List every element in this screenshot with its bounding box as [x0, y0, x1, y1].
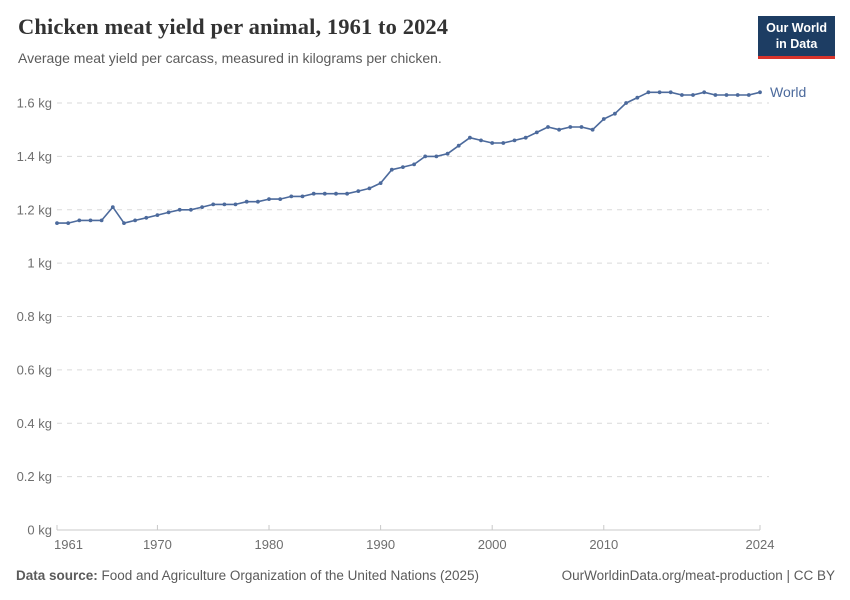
data-point [702, 90, 707, 95]
owid-logo-line1: Our World [766, 21, 827, 35]
data-point [568, 125, 573, 129]
x-tick-label: 1990 [366, 537, 395, 552]
x-tick-label: 1961 [54, 537, 83, 552]
data-point [668, 90, 673, 95]
data-point [345, 191, 349, 196]
data-point [233, 202, 238, 207]
data-point [267, 197, 271, 202]
data-point [189, 207, 193, 212]
data-point [367, 186, 372, 191]
owid-logo-line2: in Data [775, 37, 818, 52]
x-tick-label: 1980 [255, 537, 284, 552]
data-point [534, 130, 539, 135]
data-point [434, 154, 439, 159]
data-point [713, 93, 718, 97]
data-point [300, 194, 305, 199]
data-point [311, 191, 316, 196]
data-point [278, 197, 283, 202]
data-point [110, 205, 115, 210]
owid-logo[interactable]: Our World in Data [758, 16, 835, 59]
y-tick-label: 1.4 kg [17, 149, 52, 164]
data-point [445, 151, 450, 156]
y-tick-label: 0.2 kg [17, 469, 52, 484]
x-tick-label: 2024 [746, 537, 775, 552]
footer-link[interactable]: OurWorldinData.org/meat-production | CC … [561, 568, 835, 583]
y-tick-label: 0.8 kg [17, 309, 52, 324]
data-point [613, 111, 617, 116]
data-point [77, 218, 82, 223]
data-point [468, 135, 472, 140]
data-point [99, 218, 104, 223]
chart-subtitle: Average meat yield per carcass, measured… [18, 50, 442, 66]
data-point [546, 125, 550, 129]
data-point [401, 165, 405, 170]
data-point [423, 154, 428, 159]
data-point [758, 90, 762, 95]
y-tick-label: 1.2 kg [17, 202, 52, 217]
y-tick-label: 0.4 kg [17, 416, 52, 431]
data-point [646, 90, 651, 95]
data-point [133, 218, 138, 223]
data-point [200, 205, 205, 210]
data-point [456, 143, 461, 148]
data-point [590, 127, 595, 132]
data-point [334, 191, 338, 196]
data-point [501, 141, 506, 145]
data-point [724, 93, 729, 97]
series-end-label: World [770, 84, 806, 100]
data-point [66, 221, 71, 226]
y-tick-label: 1 kg [27, 256, 52, 271]
x-tick-label: 2000 [478, 537, 507, 552]
data-point [155, 213, 160, 218]
data-point [635, 95, 640, 100]
data-point [322, 191, 327, 196]
chart-title: Chicken meat yield per animal, 1961 to 2… [18, 14, 449, 39]
data-point [211, 202, 216, 207]
data-point [389, 167, 394, 172]
data-point [523, 135, 528, 140]
data-point [735, 93, 740, 97]
data-point [378, 181, 383, 186]
y-tick-label: 0.6 kg [17, 362, 52, 377]
data-point [222, 202, 227, 207]
data-point [479, 138, 483, 143]
chart-footer: Data source: Food and Agriculture Organi… [16, 568, 835, 583]
data-source-label: Data source: [16, 568, 98, 583]
data-point [289, 194, 294, 199]
data-point [122, 221, 126, 226]
data-point [680, 93, 684, 97]
y-tick-label: 1.6 kg [17, 96, 52, 111]
data-point [166, 210, 171, 215]
data-point [412, 162, 416, 167]
x-tick-label: 2010 [589, 537, 618, 552]
data-point [490, 141, 495, 145]
data-point [55, 221, 59, 226]
data-source-text: Food and Agriculture Organization of the… [97, 568, 480, 583]
data-point [657, 90, 662, 95]
data-point [177, 207, 182, 212]
data-point [512, 138, 517, 143]
data-point [356, 189, 361, 194]
data-source: Data source: Food and Agriculture Organi… [16, 568, 479, 583]
data-point [144, 215, 149, 220]
data-point [746, 93, 751, 97]
x-tick-label: 1970 [143, 537, 172, 552]
data-point [601, 117, 606, 121]
y-tick-label: 0 kg [27, 523, 52, 538]
data-point [88, 218, 93, 223]
data-point [691, 93, 695, 97]
data-point [256, 199, 260, 204]
data-point [624, 101, 628, 105]
data-point [579, 125, 584, 129]
data-point [244, 199, 249, 204]
data-point [557, 127, 561, 132]
world-series-line [56, 91, 761, 224]
